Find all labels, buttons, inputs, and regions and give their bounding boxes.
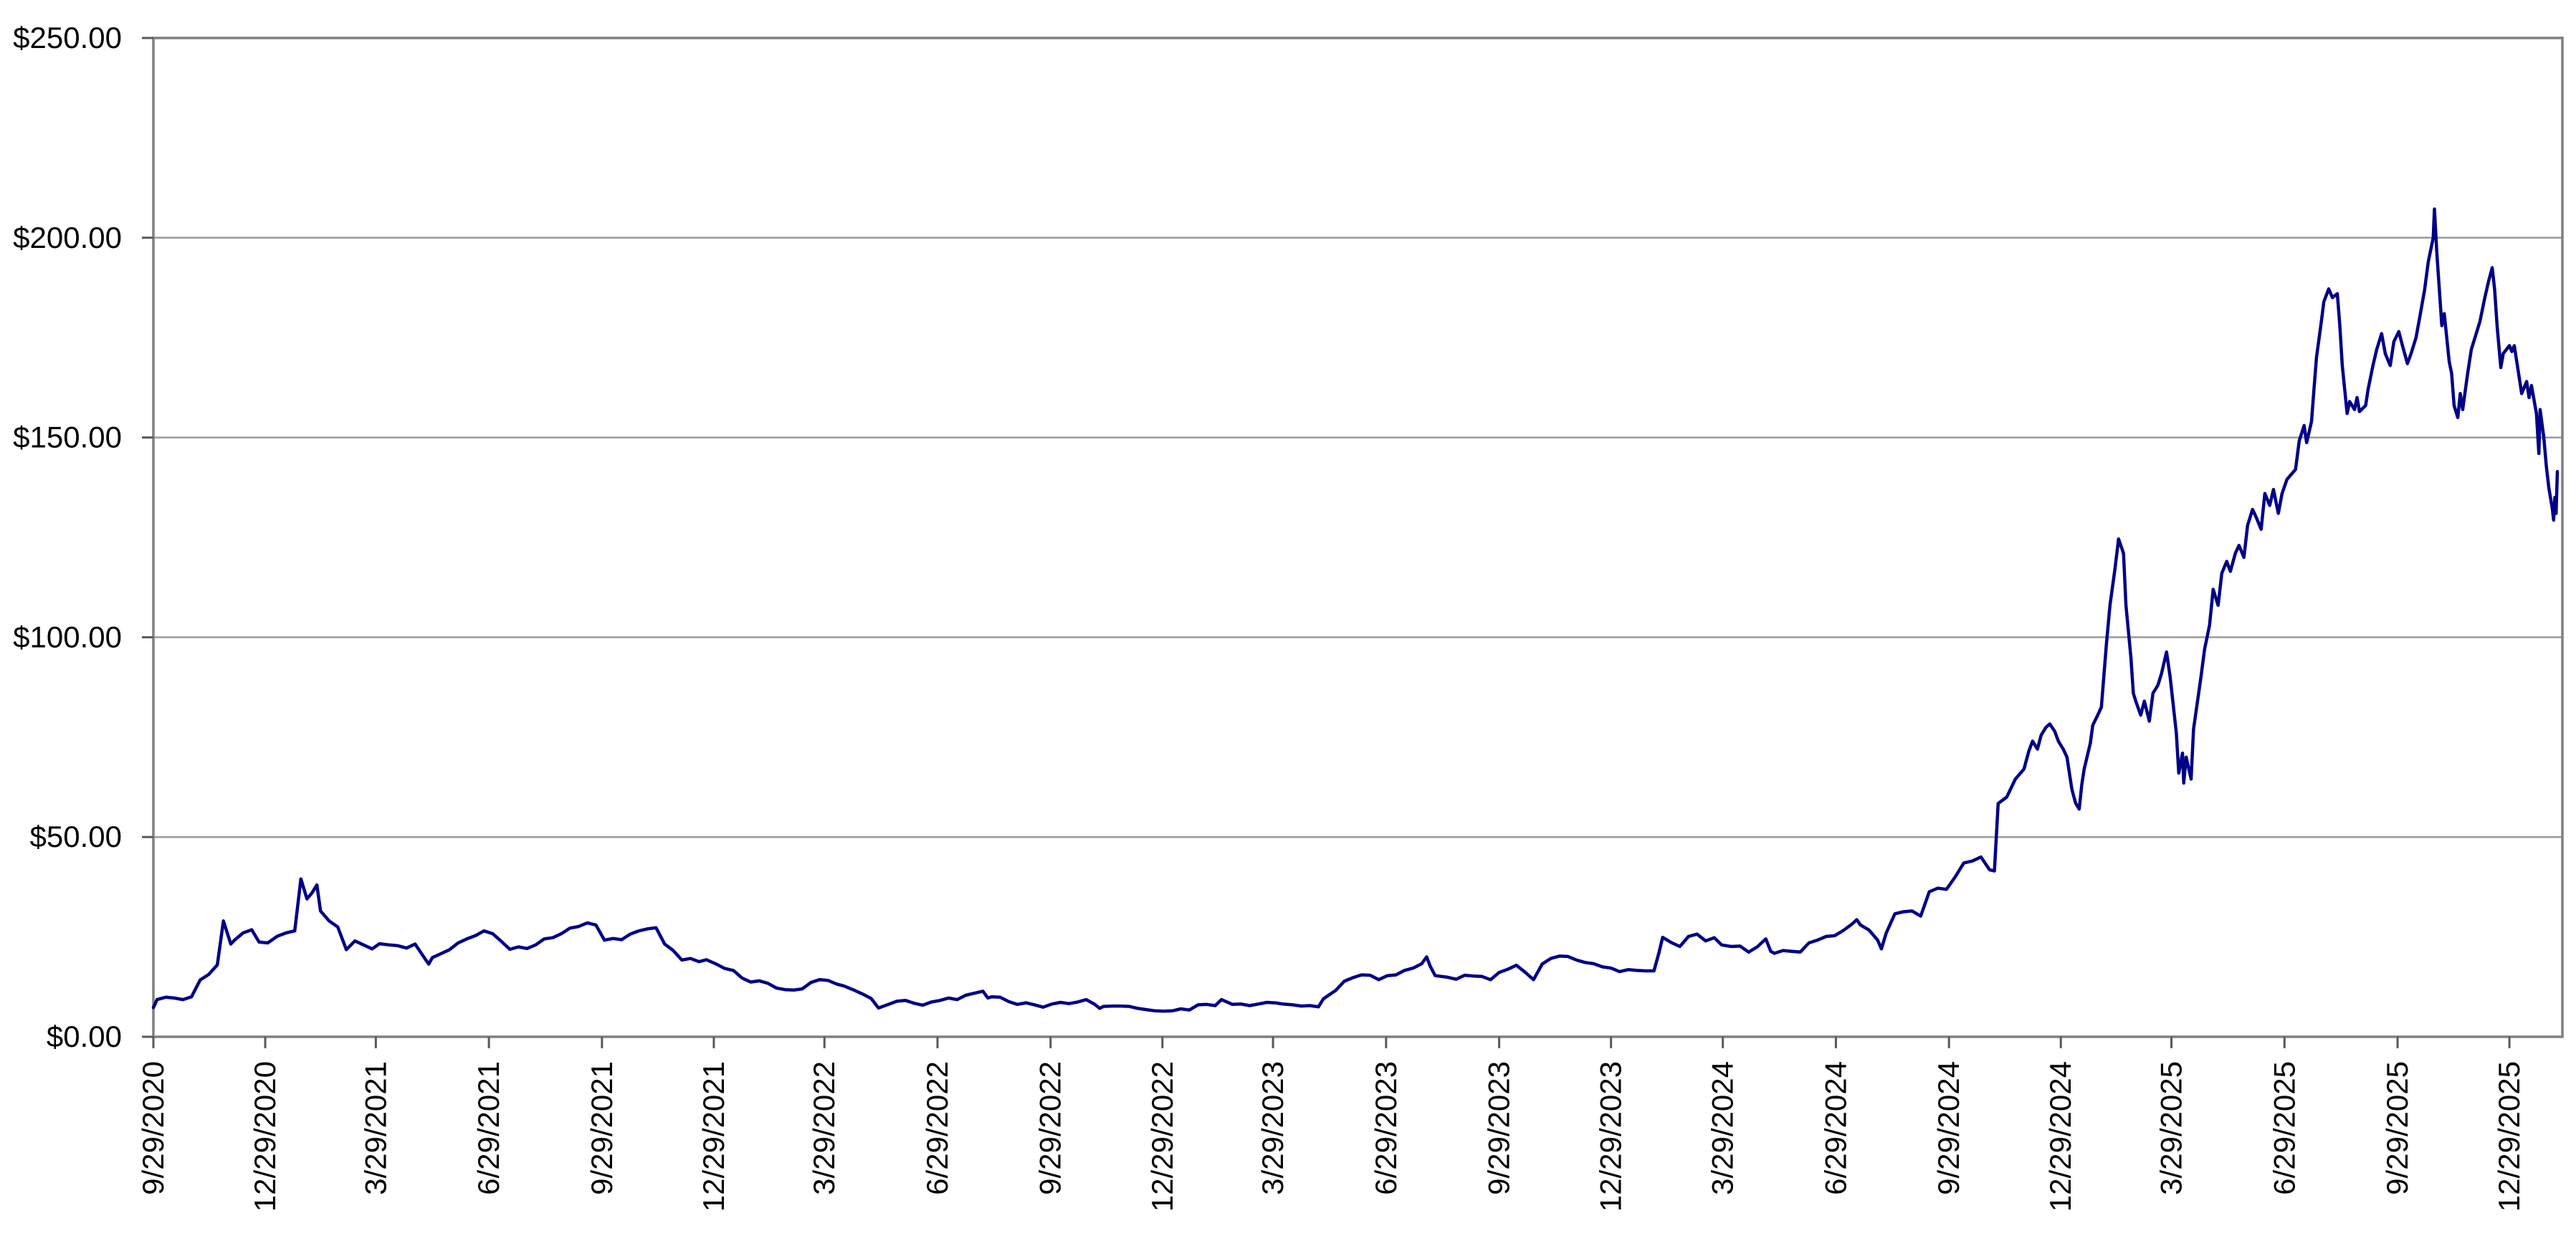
plot-border [152,37,2564,1038]
x-tick-label-11: 6/29/2023 [1369,1061,1403,1195]
x-tick-label-13: 12/29/2023 [1594,1061,1628,1212]
x-tick-label-20: 9/29/2025 [2380,1061,2414,1195]
y-tick-label-150: $150.00 [13,421,122,454]
x-tick-label-18: 3/29/2025 [2155,1061,2188,1195]
x-tick-label-14: 3/29/2024 [1706,1061,1740,1195]
x-tick-label-2: 3/29/2021 [358,1061,392,1195]
price-line-series [151,207,2560,1013]
x-tick-label-15: 6/29/2024 [1818,1061,1852,1195]
x-tick-label-0: 9/29/2020 [136,1061,170,1195]
x-tick-label-12: 9/29/2023 [1482,1061,1516,1195]
x-tick-label-8: 9/29/2022 [1034,1061,1067,1195]
x-tick-label-4: 9/29/2021 [585,1061,619,1195]
x-tick-label-19: 6/29/2025 [2267,1061,2301,1195]
x-tick-label-6: 3/29/2022 [807,1061,841,1195]
x-tick-label-7: 6/29/2022 [920,1061,954,1195]
x-tick-label-21: 12/29/2025 [2492,1061,2526,1212]
x-tick-label-16: 9/29/2024 [1932,1061,1965,1195]
y-tick-label-100: $100.00 [13,620,122,653]
y-tick-label-250: $250.00 [13,21,122,54]
x-tick-label-17: 12/29/2024 [2043,1061,2077,1212]
y-tick-label-50: $50.00 [30,820,122,853]
x-tick-label-5: 12/29/2021 [697,1061,730,1212]
y-tick-label-200: $200.00 [13,221,122,254]
x-tick-label-3: 6/29/2021 [472,1061,505,1195]
x-tick-label-10: 3/29/2023 [1256,1061,1289,1195]
x-tick-label-9: 12/29/2022 [1145,1061,1179,1212]
x-tick-label-1: 12/29/2020 [248,1061,282,1212]
y-tick-label-0: $0.00 [47,1020,122,1053]
